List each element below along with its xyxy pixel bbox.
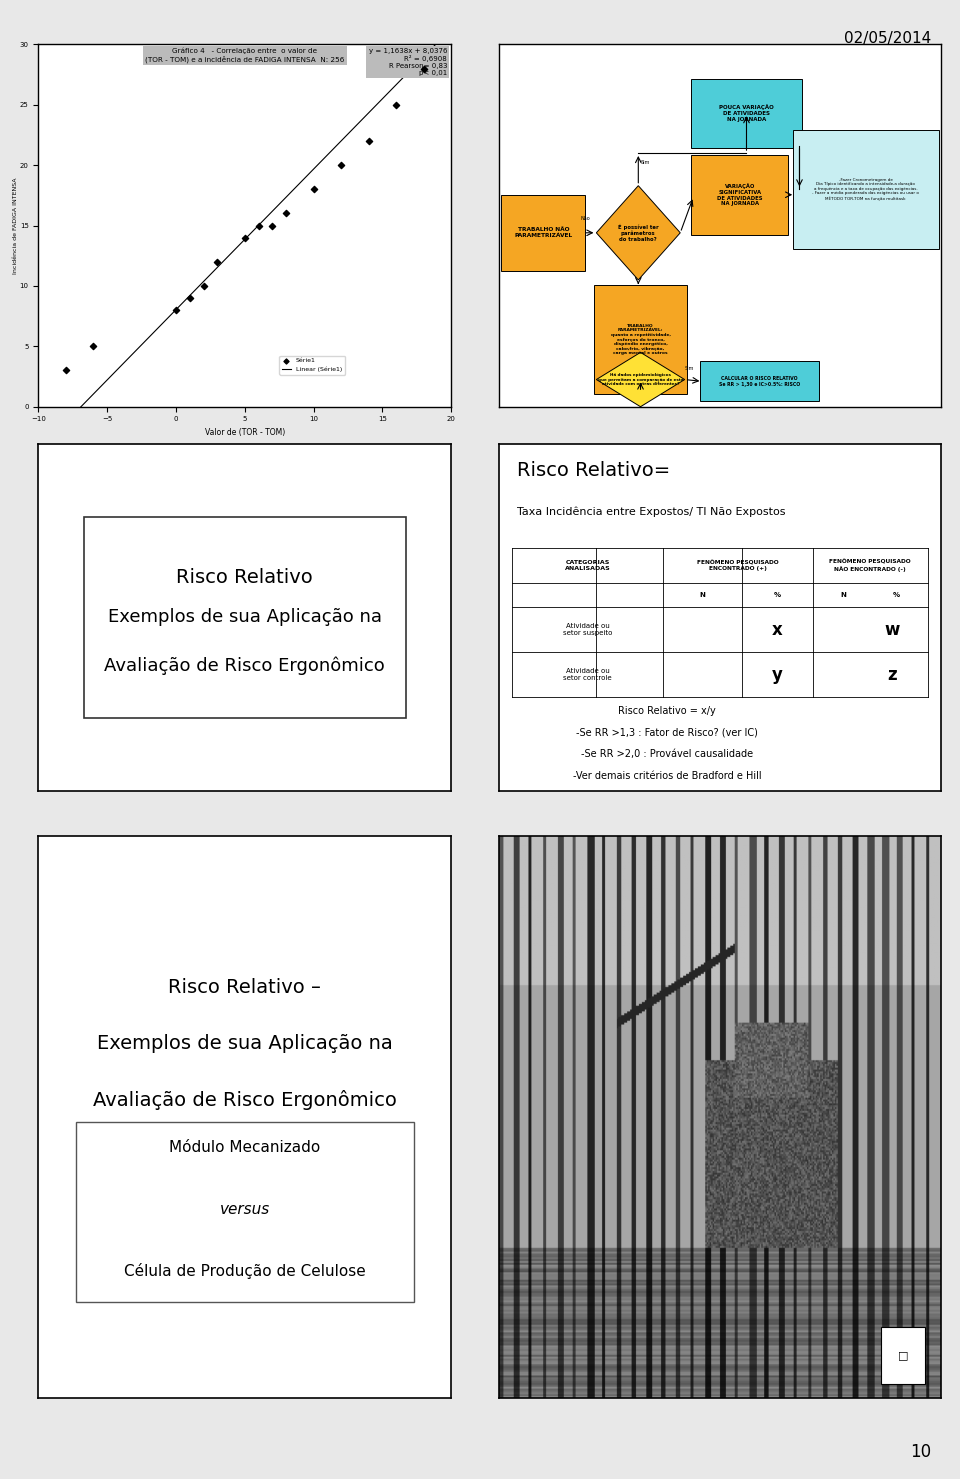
Text: Gráfico 4   - Correlação entre  o valor de
(TOR - TOM) e a incidência de FADIGA : Gráfico 4 - Correlação entre o valor de … bbox=[145, 47, 345, 64]
Text: versus: versus bbox=[220, 1202, 270, 1217]
Text: w: w bbox=[884, 621, 900, 639]
Text: Módulo Mecanizado: Módulo Mecanizado bbox=[169, 1140, 321, 1155]
FancyBboxPatch shape bbox=[700, 361, 820, 401]
Linear (Série1) bbox=[445, 19, 457, 37]
Text: Há dados epidemiológicos
que permitam a comparação de esta
atividade com outras : Há dados epidemiológicos que permitam a … bbox=[598, 373, 684, 386]
Text: Risco Relativo –: Risco Relativo – bbox=[168, 978, 322, 997]
Text: TRABALHO NÃO
PARAMETRIZÁVEL: TRABALHO NÃO PARAMETRIZÁVEL bbox=[515, 228, 572, 238]
Série1 bbox=[361, 129, 376, 152]
Text: %: % bbox=[893, 592, 900, 598]
Polygon shape bbox=[596, 352, 684, 407]
Polygon shape bbox=[596, 186, 681, 280]
Text: Exemplos de sua Aplicação na: Exemplos de sua Aplicação na bbox=[108, 608, 382, 627]
Text: Risco Relativo=: Risco Relativo= bbox=[516, 461, 670, 481]
Text: Atividade ou
setor suspeito: Atividade ou setor suspeito bbox=[563, 623, 612, 636]
Text: z: z bbox=[887, 666, 897, 683]
Linear (Série1) bbox=[278, 189, 290, 207]
Linear (Série1) bbox=[129, 343, 140, 361]
Linear (Série1) bbox=[246, 225, 257, 243]
Série1 bbox=[333, 154, 348, 177]
Text: -Se RR >2,0 : Provável causalidade: -Se RR >2,0 : Provável causalidade bbox=[581, 750, 753, 759]
Text: VARIAÇÃO
SIGNIFICATIVA
DE ATIVIDADES
NA JORNADA: VARIAÇÃO SIGNIFICATIVA DE ATIVIDADES NA … bbox=[717, 183, 762, 207]
FancyBboxPatch shape bbox=[691, 155, 788, 235]
Série1 bbox=[85, 334, 101, 358]
Text: FENÔMENO PESQUISADO
ENCONTRADO (+): FENÔMENO PESQUISADO ENCONTRADO (+) bbox=[697, 559, 779, 571]
Série1 bbox=[209, 250, 225, 274]
Text: Não: Não bbox=[581, 216, 590, 222]
Text: %: % bbox=[774, 592, 781, 598]
Text: N: N bbox=[841, 592, 847, 598]
Text: y = 1,1638x + 8,0376
R² = 0,6908
R Pearson= 0,83
p< 0,01: y = 1,1638x + 8,0376 R² = 0,6908 R Pears… bbox=[369, 47, 447, 77]
Série1 bbox=[237, 226, 252, 250]
Série1 bbox=[389, 93, 404, 117]
Série1 bbox=[416, 56, 431, 80]
Linear (Série1) bbox=[112, 361, 124, 379]
Text: TRABALHO
PARAMETRIZÁVEL:
quanto a repetitividade,
esforços do tronco,
dispêndio : TRABALHO PARAMETRIZÁVEL: quanto a repeti… bbox=[611, 324, 670, 355]
Text: Exemplos de sua Aplicação na: Exemplos de sua Aplicação na bbox=[97, 1034, 393, 1053]
Text: -Ver demais critérios de Bradford e Hill: -Ver demais critérios de Bradford e Hill bbox=[573, 771, 761, 781]
Text: 02/05/2014: 02/05/2014 bbox=[844, 31, 931, 46]
Text: x: x bbox=[772, 621, 782, 639]
Line: Linear (Série1): Linear (Série1) bbox=[38, 28, 451, 450]
Text: Avaliação de Risco Ergonômico: Avaliação de Risco Ergonômico bbox=[105, 657, 385, 676]
Série1 bbox=[196, 274, 211, 297]
Text: CALCULAR O RISCO RELATIVO
Se RR > 1,30 e IC>0.5%: RISCO: CALCULAR O RISCO RELATIVO Se RR > 1,30 e… bbox=[719, 376, 801, 387]
Linear (Série1) bbox=[412, 53, 423, 71]
Text: y: y bbox=[772, 666, 782, 683]
Série1 bbox=[278, 201, 294, 225]
X-axis label: Valor de (TOR - TOM): Valor de (TOR - TOM) bbox=[204, 427, 285, 436]
Linear (Série1) bbox=[33, 441, 44, 458]
FancyBboxPatch shape bbox=[793, 130, 939, 248]
Série1 bbox=[168, 299, 183, 322]
Text: Sim: Sim bbox=[640, 160, 650, 166]
Série1 bbox=[182, 287, 198, 311]
Série1 bbox=[59, 359, 74, 383]
FancyBboxPatch shape bbox=[76, 1123, 414, 1302]
FancyBboxPatch shape bbox=[84, 516, 406, 719]
FancyBboxPatch shape bbox=[881, 1328, 925, 1384]
Text: Avaliação de Risco Ergonômico: Avaliação de Risco Ergonômico bbox=[93, 1090, 396, 1109]
Text: Risco Relativo = x/y: Risco Relativo = x/y bbox=[618, 705, 716, 716]
Text: □: □ bbox=[898, 1350, 908, 1361]
Text: Célula de Produção de Celulose: Célula de Produção de Celulose bbox=[124, 1263, 366, 1279]
Y-axis label: Incidência de FADIGA INTENSA: Incidência de FADIGA INTENSA bbox=[13, 177, 18, 274]
Text: 10: 10 bbox=[910, 1444, 931, 1461]
Text: -Se RR >1,3 : Fator de Risco? (ver IC): -Se RR >1,3 : Fator de Risco? (ver IC) bbox=[576, 728, 758, 738]
Text: Risco Relativo: Risco Relativo bbox=[177, 568, 313, 587]
Série1 bbox=[265, 214, 280, 238]
Text: CATEGORIAS
ANALISADAS: CATEGORIAS ANALISADAS bbox=[564, 561, 611, 571]
Série1 bbox=[306, 177, 322, 201]
Text: POUCA VARIAÇÃO
DE ATIVIDADES
NA JORNADA: POUCA VARIAÇÃO DE ATIVIDADES NA JORNADA bbox=[719, 105, 774, 121]
Text: Sim: Sim bbox=[684, 367, 694, 371]
Text: N: N bbox=[700, 592, 706, 598]
FancyBboxPatch shape bbox=[594, 285, 687, 393]
Text: FENÔMENO PESQUISADO
NÃO ENCONTRADO (-): FENÔMENO PESQUISADO NÃO ENCONTRADO (-) bbox=[829, 559, 911, 571]
Linear (Série1) bbox=[424, 41, 436, 59]
FancyBboxPatch shape bbox=[691, 78, 802, 148]
Série1 bbox=[251, 214, 266, 238]
FancyBboxPatch shape bbox=[501, 195, 586, 271]
Text: Atividade ou
setor controle: Atividade ou setor controle bbox=[564, 669, 612, 682]
Legend: Série1, Linear (Série1): Série1, Linear (Série1) bbox=[279, 355, 345, 374]
Text: Taxa Incidência entre Expostos/ TI Não Expostos: Taxa Incidência entre Expostos/ TI Não E… bbox=[516, 506, 785, 516]
Text: É possível ter
parâmetros
do trabalho?: É possível ter parâmetros do trabalho? bbox=[618, 223, 659, 243]
Text: -Fazer Cronometragem de
Dia Típico identificando a intensidade,a duração
a frequ: -Fazer Cronometragem de Dia Típico ident… bbox=[812, 177, 919, 201]
